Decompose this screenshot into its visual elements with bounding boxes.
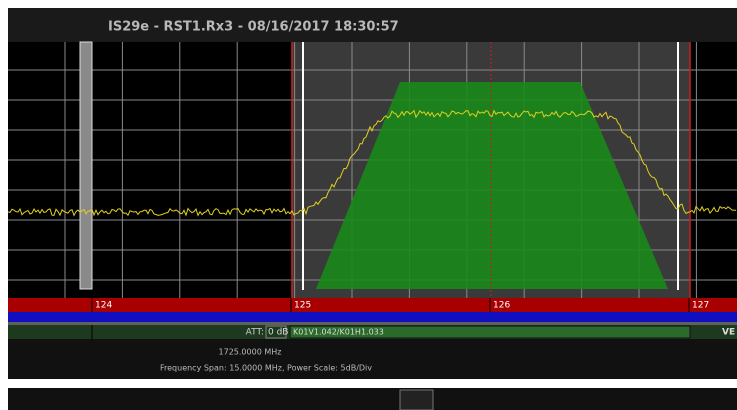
channel-bar [8,298,737,312]
frequency-span: Frequency Span: 15.0000 MHz, Power Scale… [160,364,372,373]
title: IS29e - RST1.Rx3 - 08/16/2017 18:30:57 [108,20,399,35]
spectrum-trace [7,109,736,217]
channel-labels: 124 125 126 127 [91,298,709,312]
att-box [265,325,287,339]
toolbar [8,388,737,410]
channel-label: 127 [692,301,709,311]
status-right: VE [722,328,735,338]
carrier-box [289,325,691,339]
carrier-mask [316,82,668,289]
marker-bar [79,41,93,290]
channel-label: 125 [294,301,311,311]
header-bar [8,8,737,42]
att-value: 0 dB [268,328,288,338]
toolbar-button[interactable] [399,389,434,410]
center-frequency: 1725.0000 MHz [219,348,282,357]
separator [8,322,737,325]
blue-bar [8,312,737,322]
carrier-id: K01V1.042/K01H1.033 [293,328,384,337]
att-label: ATT: [246,328,264,338]
channel-label: 126 [493,301,510,311]
channel-label: 124 [95,301,112,311]
footer [8,339,737,379]
